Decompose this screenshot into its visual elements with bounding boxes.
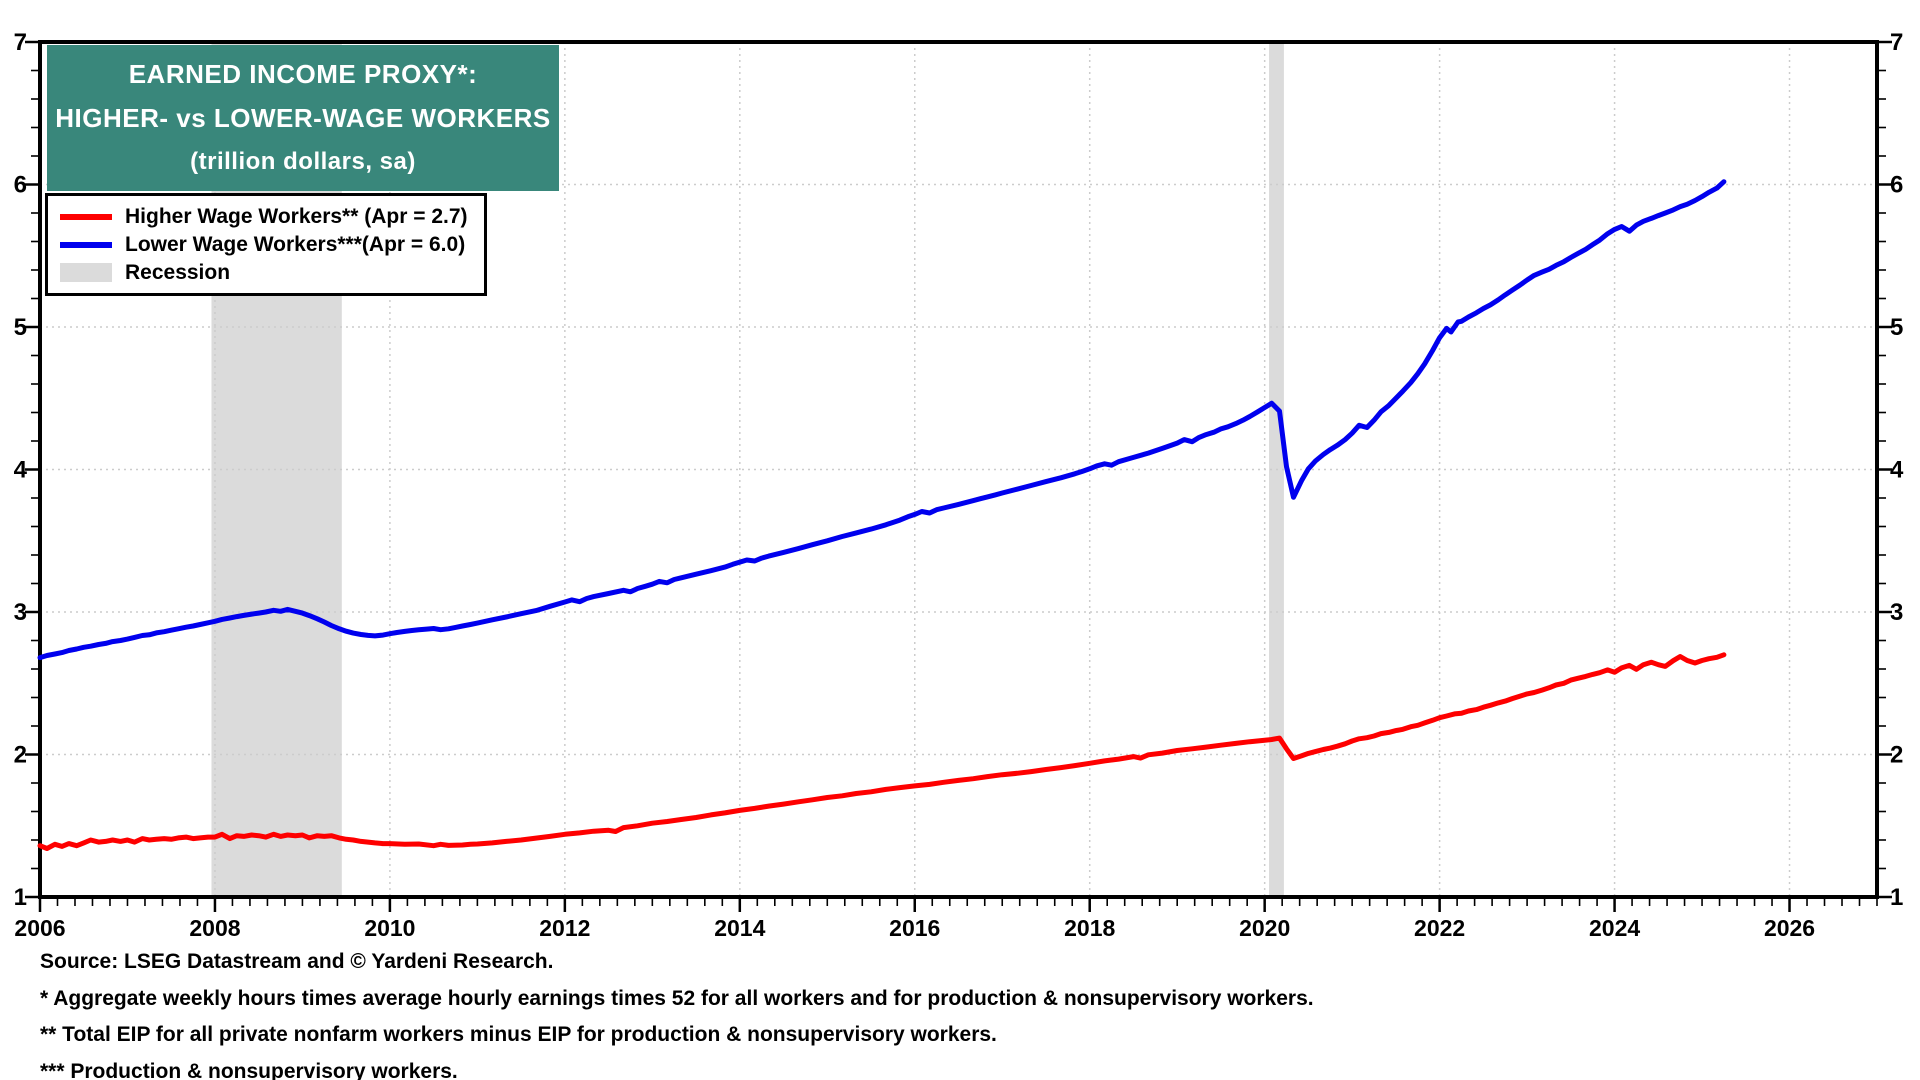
lower-wage-workers-line bbox=[37, 179, 1727, 661]
x-axis-tick-label: 2020 bbox=[1239, 915, 1290, 941]
chart-title-line-1: EARNED INCOME PROXY*: bbox=[128, 59, 478, 89]
x-axis-tick-label: 2006 bbox=[14, 915, 65, 941]
footnotes: Source: LSEG Datastream and © Yardeni Re… bbox=[40, 944, 1314, 1080]
source-note: Source: LSEG Datastream and © Yardeni Re… bbox=[40, 950, 554, 973]
legend-item-recession: Recession bbox=[60, 259, 468, 286]
y-axis-tick-label-right: 1 bbox=[1890, 884, 1903, 911]
footnote-3: *** Production & nonsupervisory workers. bbox=[40, 1059, 458, 1080]
footnote-1: * Aggregate weekly hours times average h… bbox=[40, 986, 1314, 1010]
x-axis-tick-label: 2024 bbox=[1589, 915, 1640, 941]
y-axis-tick-label-right: 3 bbox=[1890, 599, 1903, 626]
x-axis-tick-label: 2026 bbox=[1764, 915, 1815, 941]
higher-wage-workers-line bbox=[37, 652, 1727, 851]
x-axis-tick-label: 2016 bbox=[889, 915, 940, 941]
legend-label: Higher Wage Workers** (Apr = 2.7) bbox=[125, 205, 468, 228]
y-axis-tick-label-right: 2 bbox=[1890, 742, 1903, 769]
y-axis-tick-label-left: 6 bbox=[14, 172, 27, 199]
legend-label: Lower Wage Workers***(Apr = 6.0) bbox=[125, 233, 466, 256]
plot-frame bbox=[38, 40, 1879, 899]
chart-title-box: EARNED INCOME PROXY*: HIGHER- vs LOWER-W… bbox=[47, 45, 559, 191]
y-axis-tick-label-left: 1 bbox=[14, 884, 27, 911]
y-axis-tick-label-left: 3 bbox=[14, 599, 27, 626]
legend-item-lower-wage: Lower Wage Workers***(Apr = 6.0) bbox=[60, 231, 468, 258]
y-axis-tick-label-left: 2 bbox=[14, 742, 27, 769]
footnote-2: ** Total EIP for all private nonfarm wor… bbox=[40, 1023, 997, 1046]
chart-title-line-2: HIGHER- vs LOWER-WAGE WORKERS bbox=[55, 103, 551, 133]
legend-item-higher-wage: Higher Wage Workers** (Apr = 2.7) bbox=[60, 203, 468, 230]
y-axis-tick-label-right: 4 bbox=[1890, 457, 1904, 484]
y-axis-tick-label-left: 7 bbox=[14, 29, 27, 56]
x-axis-tick-label: 2014 bbox=[714, 915, 765, 941]
y-axis-tick-label-right: 6 bbox=[1890, 172, 1903, 199]
legend-line-swatch-red bbox=[60, 213, 112, 220]
y-axis-tick-label-right: 7 bbox=[1890, 29, 1903, 56]
legend-label: Recession bbox=[125, 261, 231, 284]
legend: Higher Wage Workers** (Apr = 2.7) Lower … bbox=[45, 193, 487, 296]
legend-recession-swatch bbox=[60, 263, 112, 282]
y-axis-tick-label-left: 5 bbox=[14, 314, 27, 341]
x-axis-tick-label: 2010 bbox=[364, 915, 415, 941]
chart-subtitle: (trillion dollars, sa) bbox=[190, 148, 416, 175]
x-axis-tick-label: 2008 bbox=[189, 915, 240, 941]
legend-line-swatch-blue bbox=[60, 241, 112, 248]
x-axis-tick-label: 2018 bbox=[1064, 915, 1115, 941]
y-axis-tick-label-right: 5 bbox=[1890, 314, 1903, 341]
x-axis-tick-label: 2022 bbox=[1414, 915, 1465, 941]
y-axis-tick-label-left: 4 bbox=[14, 457, 28, 484]
x-axis-tick-label: 2012 bbox=[539, 915, 590, 941]
